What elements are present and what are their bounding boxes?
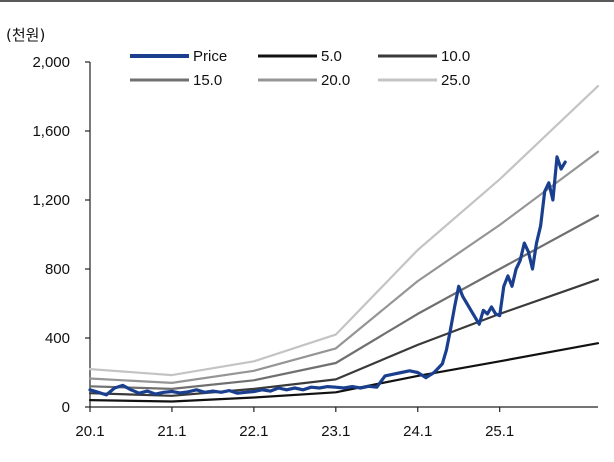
series-line-25-0 <box>88 85 600 377</box>
legend-label: 15.0 <box>193 72 222 89</box>
y-axis: 0 400 800 1,200 1,600 2,000 <box>32 54 91 416</box>
legend-label: 20.0 <box>321 72 350 89</box>
y-tick-label: 0 <box>62 399 70 416</box>
legend: Price 5.0 10.0 15.0 20.0 25.0 <box>130 48 470 89</box>
x-tick-label: 25.1 <box>485 423 514 440</box>
x-axis: 20.1 21.1 22.1 23.1 24.1 25.1 <box>75 406 598 440</box>
y-tick-label: 1,200 <box>32 192 70 209</box>
y-tick-label: 2,000 <box>32 54 70 71</box>
y-tick-label: 400 <box>45 330 70 347</box>
plot-area <box>88 85 600 403</box>
series-line-20-0 <box>88 150 600 384</box>
legend-label: Price <box>193 48 227 65</box>
x-tick-label: 20.1 <box>75 423 104 440</box>
y-tick-label: 1,600 <box>32 123 70 140</box>
y-axis-unit-label: (천원) <box>6 26 45 44</box>
legend-label: 10.0 <box>441 48 470 65</box>
series-line-15-0 <box>88 214 600 390</box>
x-tick-label: 24.1 <box>403 423 432 440</box>
x-tick-label: 23.1 <box>321 423 350 440</box>
y-tick-label: 800 <box>45 261 70 278</box>
series-line-10-0 <box>88 278 600 397</box>
x-tick-label: 21.1 <box>157 423 186 440</box>
series-line-price <box>88 155 567 397</box>
legend-label: 5.0 <box>321 48 342 65</box>
legend-label: 25.0 <box>441 72 470 89</box>
x-tick-label: 22.1 <box>239 423 268 440</box>
series-line-5-0 <box>88 342 600 403</box>
